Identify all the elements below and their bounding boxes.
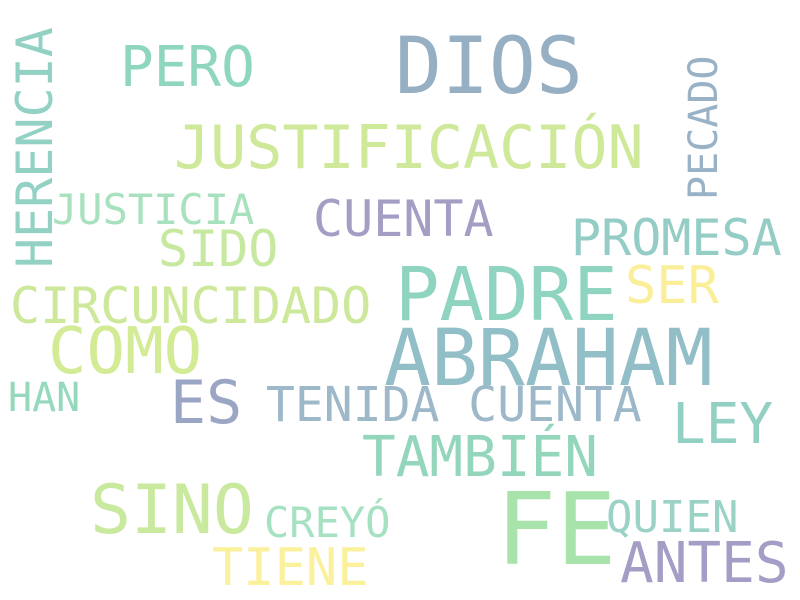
word-sino: SINO: [90, 471, 254, 550]
word-fe: FE: [496, 471, 617, 588]
word-creyo: CREYÓ: [264, 498, 391, 547]
word-ser: SER: [625, 256, 719, 316]
word-cuenta: CUENTA: [313, 190, 494, 248]
word-promesa: PROMESA: [571, 209, 782, 267]
word-como: COMO: [48, 315, 203, 389]
word-circuncidado: CIRCUNCIDADO: [10, 277, 372, 335]
word-pecado: PECADO: [681, 55, 727, 201]
word-sido: SIDO: [158, 220, 279, 278]
word-justicia: JUSTICIA: [52, 185, 255, 234]
word-han: HAN: [8, 375, 81, 421]
word-tenida-cuenta: TENIDA CUENTA: [266, 377, 642, 433]
word-dios: DIOS: [395, 22, 583, 112]
word-tambien: TAMBIÉN: [362, 425, 599, 490]
word-es: ES: [170, 368, 243, 438]
word-ley: LEY: [672, 392, 774, 457]
word-tiene: TIENE: [212, 538, 369, 598]
word-pero: PERO: [120, 35, 255, 100]
word-quien: QUIEN: [606, 492, 739, 543]
word-abraham: ABRAHAM: [384, 314, 713, 404]
word-padre: PADRE: [395, 252, 618, 338]
word-antes: ANTES: [620, 531, 789, 596]
word-justificacion: JUSTIFICACIÓN: [174, 113, 644, 183]
